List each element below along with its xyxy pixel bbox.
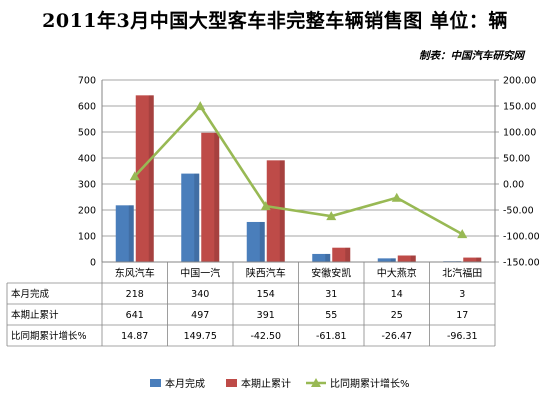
table-cell: 641 (126, 310, 144, 321)
x-category-label: 中国一汽 (180, 267, 220, 280)
table-cell: 31 (325, 289, 337, 300)
growth-marker (326, 211, 337, 221)
bar-monthly (115, 205, 134, 262)
table-cell: 218 (126, 289, 144, 300)
bar-cumulative (463, 257, 482, 262)
bar-shade (325, 253, 331, 262)
table-row-label: 本月完成 (11, 288, 50, 300)
growth-marker (195, 101, 206, 111)
bar-shade (128, 205, 134, 262)
legend-label: 比同期累计增长% (330, 377, 410, 390)
bar-cumulative (266, 160, 285, 262)
growth-marker (457, 229, 468, 239)
source-note: 制表：中国汽车研究网 (419, 50, 524, 62)
x-category-label: 北汽福田 (442, 267, 482, 280)
table-cell: 14 (391, 289, 403, 300)
bar-monthly (377, 258, 396, 262)
table-cell: 497 (191, 310, 209, 321)
table-cell: 14.87 (121, 331, 148, 342)
bar-cumulative (201, 132, 220, 262)
bar-shade (345, 247, 351, 262)
table-cell: 149.75 (184, 331, 217, 342)
growth-marker (260, 201, 271, 211)
table-cell: 17 (456, 310, 468, 321)
y-tick-label: 100 (78, 232, 96, 243)
bar-shade (148, 95, 154, 262)
bar-shade (390, 258, 396, 262)
table-cell: 391 (257, 310, 275, 321)
legend-swatch (226, 379, 237, 387)
table-cell: 3 (459, 289, 465, 300)
bar-shade (279, 160, 285, 262)
table-row-label: 比同期累计增长% (11, 330, 87, 342)
bar-cumulative (332, 247, 351, 262)
legend-marker (311, 378, 321, 387)
table-row-label: 本期止累计 (11, 309, 59, 321)
y2-tick-label: 50.00 (503, 154, 530, 165)
y-tick-label: 700 (78, 76, 96, 87)
table-cell: -61.81 (316, 331, 347, 342)
chart-title: 2011年3月中国大型客车非完整车辆销售图 单位：辆 (42, 10, 508, 32)
bar-shade (410, 255, 416, 262)
bar-monthly (246, 221, 265, 262)
bar-shade (194, 173, 200, 262)
x-category-label: 陕西汽车 (246, 267, 286, 280)
x-category-label: 东风汽车 (115, 267, 155, 280)
y-tick-label: 600 (78, 102, 96, 113)
y-tick-label: 300 (78, 180, 96, 191)
y-tick-label: 500 (78, 128, 96, 139)
table-cell: 340 (191, 289, 209, 300)
legend-label: 本月完成 (165, 377, 205, 390)
legend-label: 本期止累计 (241, 377, 291, 390)
table-cell: 25 (391, 310, 403, 321)
y2-tick-label: -150.00 (503, 258, 540, 269)
y2-tick-label: 200.00 (503, 76, 536, 87)
y-tick-label: 0 (90, 258, 96, 269)
bar-monthly (181, 173, 200, 262)
table-cell: 55 (325, 310, 337, 321)
growth-marker (129, 171, 140, 181)
x-category-label: 安徽安凯 (311, 267, 351, 280)
table-cell: 154 (257, 289, 275, 300)
table-cell: -42.50 (250, 331, 281, 342)
y2-tick-label: 0.00 (503, 180, 524, 191)
bar-monthly (312, 253, 331, 262)
bar-shade (214, 132, 220, 262)
y2-tick-label: 100.00 (503, 128, 536, 139)
y2-tick-label: -100.00 (503, 232, 540, 243)
growth-line (133, 104, 463, 236)
y-tick-label: 200 (78, 206, 96, 217)
table-cell: -26.47 (381, 331, 412, 342)
bar-cumulative (135, 95, 154, 262)
legend-swatch (150, 379, 161, 387)
bar-shade (259, 221, 265, 262)
y2-tick-label: 150.00 (503, 102, 536, 113)
table-cell: -96.31 (447, 331, 478, 342)
bar-shade (476, 257, 482, 262)
y-tick-label: 400 (78, 154, 96, 165)
y2-tick-label: -50.00 (503, 206, 534, 217)
x-category-label: 中大燕京 (377, 267, 417, 280)
bar-cumulative (397, 255, 416, 262)
growth-marker (391, 192, 402, 202)
